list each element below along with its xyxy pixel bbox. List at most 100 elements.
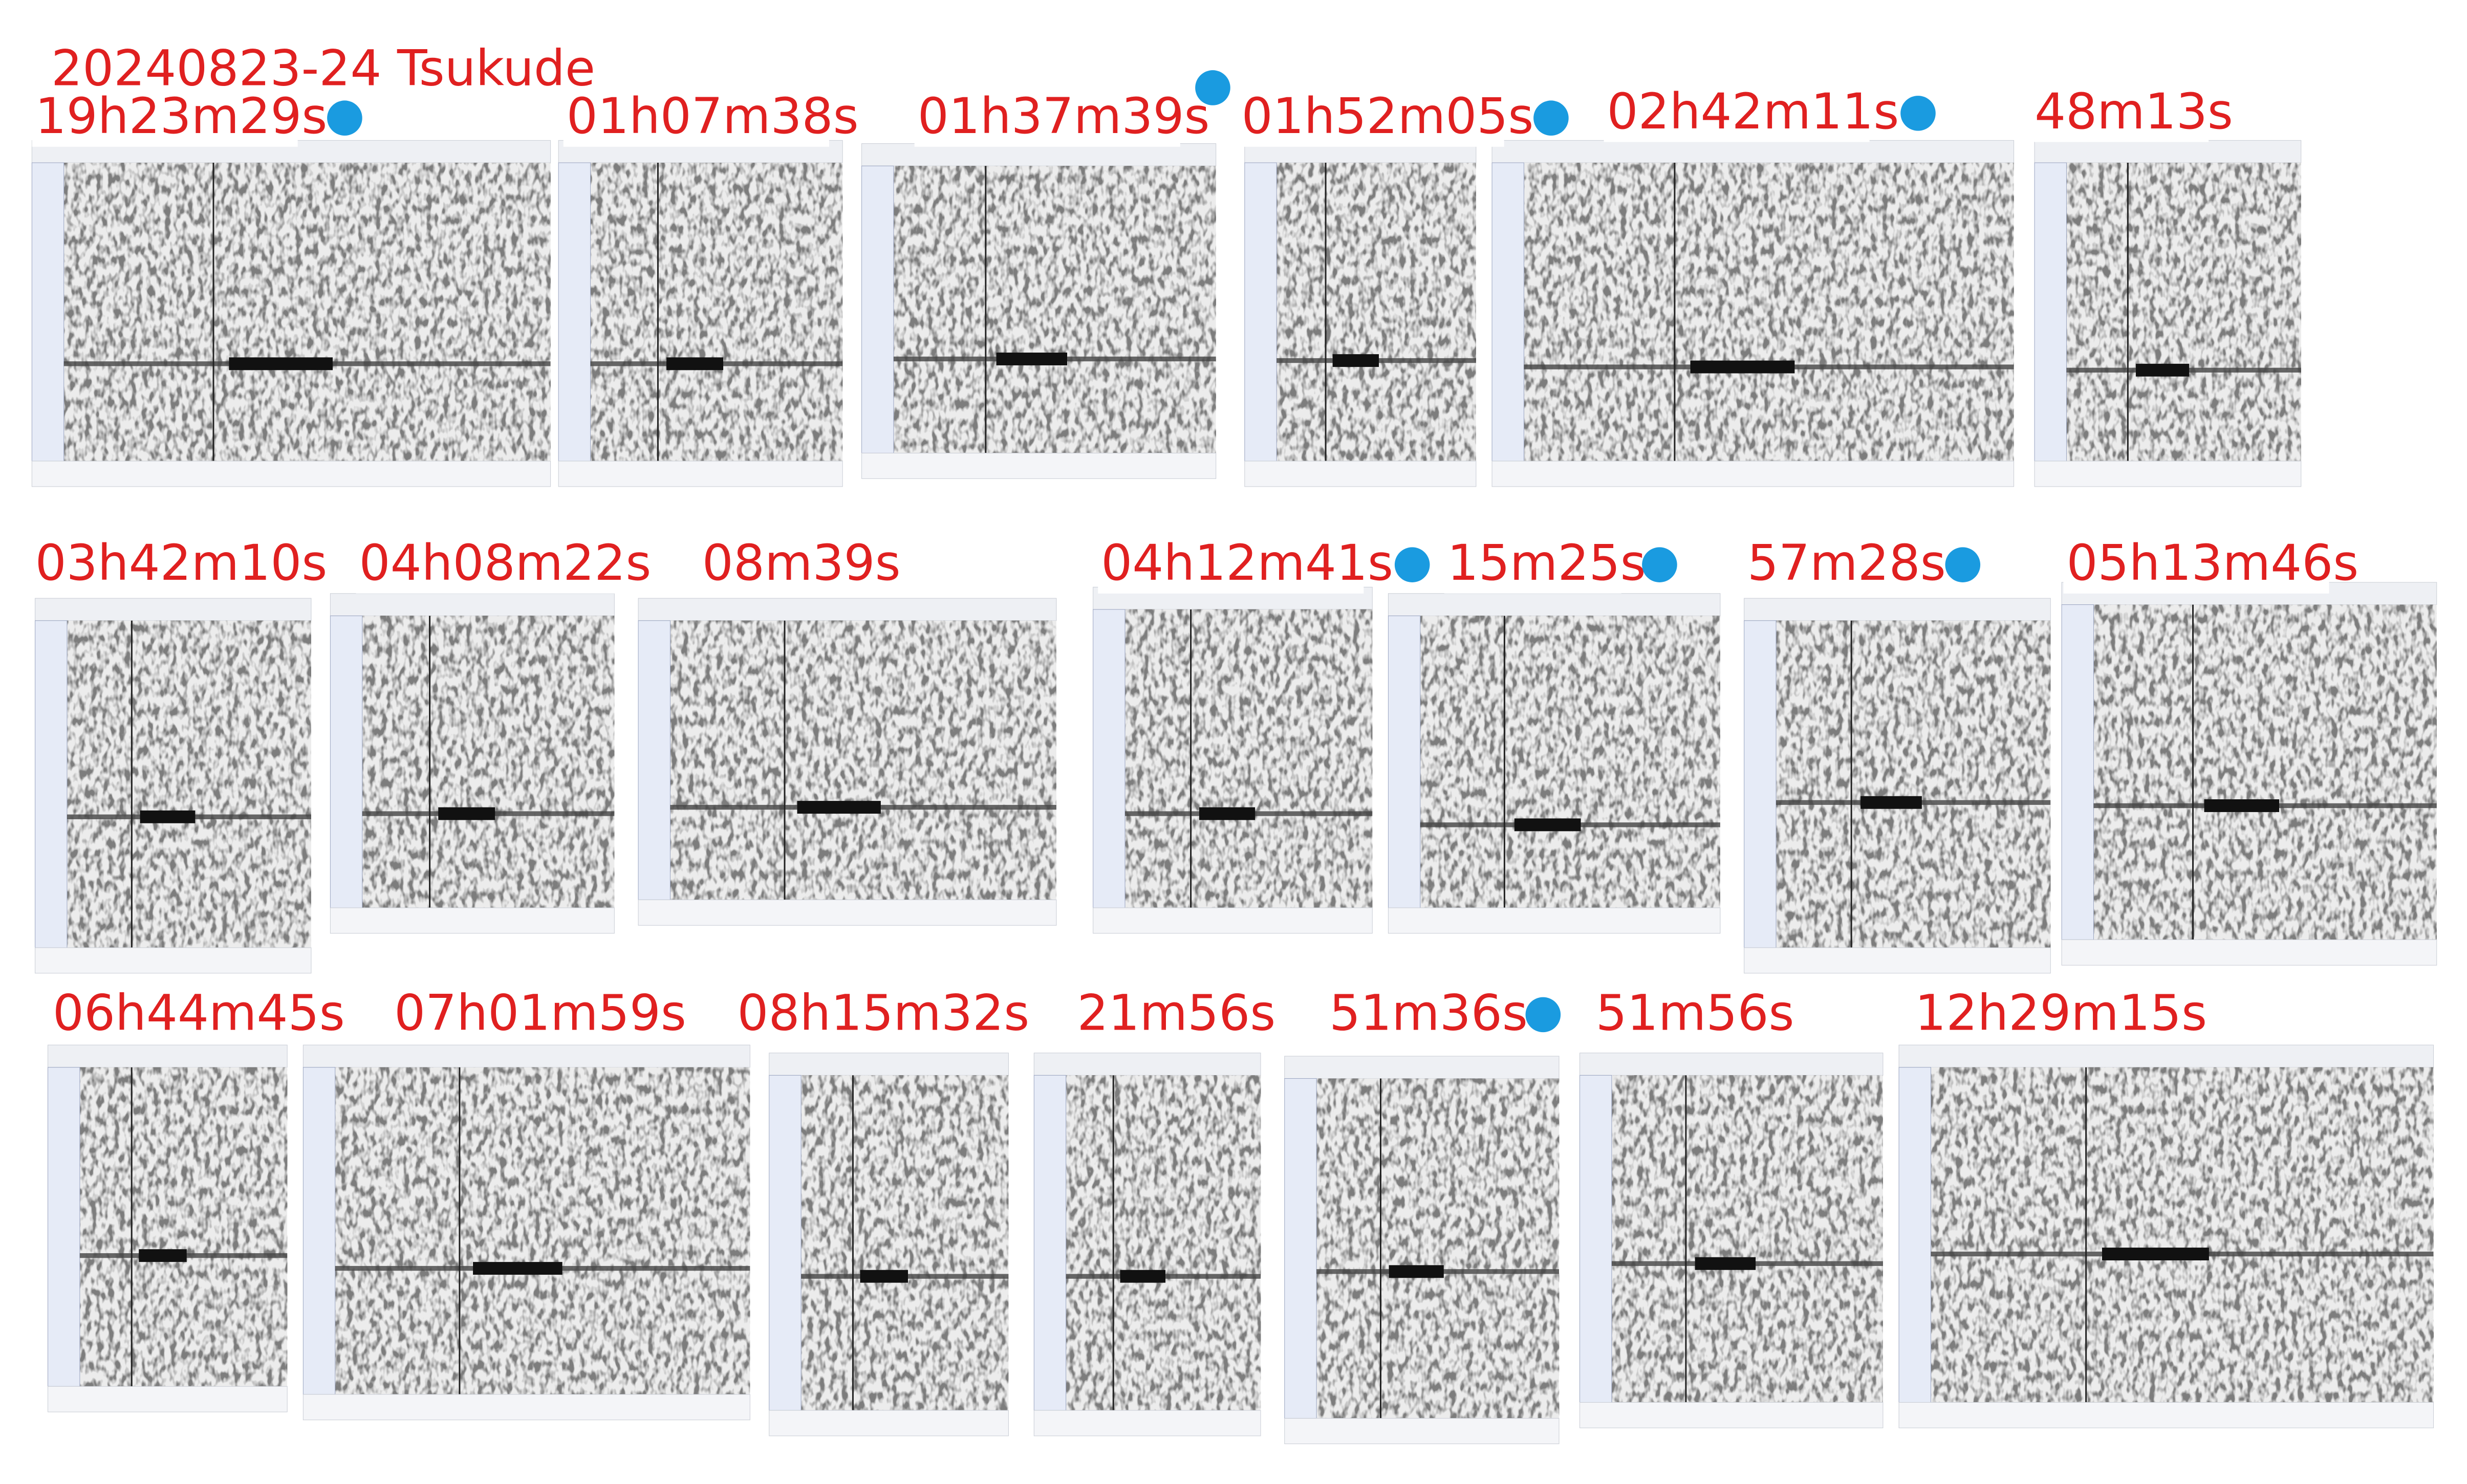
label-bg [1744, 539, 1921, 594]
spectrogram-window [1388, 593, 1721, 934]
status-bar [1388, 907, 1721, 934]
marker-dot [1525, 997, 1561, 1033]
call-blob [2135, 363, 2190, 377]
call-blob [1332, 354, 1379, 367]
time-label: 06h44m45s [53, 984, 345, 1041]
window-titlebar [302, 1044, 750, 1068]
status-bar [2034, 461, 2302, 487]
status-bar [769, 1410, 1009, 1436]
freq-axis [1244, 162, 1277, 462]
status-bar [35, 947, 312, 974]
freq-axis [2061, 604, 2094, 940]
time-label: 04h08m22s [359, 534, 651, 592]
freq-axis [330, 615, 363, 908]
spectrogram-window [330, 593, 615, 934]
spectrogram-window [1579, 1053, 1884, 1428]
window-titlebar [769, 1053, 1009, 1076]
call-blob [1695, 1257, 1756, 1270]
spectrogram-window [48, 1044, 288, 1412]
spectrogram-window [2034, 140, 2302, 487]
spectrogram-window [1491, 140, 2015, 487]
marker-dot [327, 100, 362, 136]
status-bar [1898, 1402, 2434, 1428]
label-bg [49, 989, 315, 1043]
spectrogram-window [1898, 1044, 2434, 1428]
spectrogram-window [638, 598, 1057, 926]
freq-axis [1491, 162, 1524, 462]
freq-axis [1033, 1075, 1067, 1411]
window-titlebar [1898, 1044, 2434, 1068]
label-bg [1238, 92, 1504, 147]
call-blob [797, 801, 881, 814]
call-blob [2102, 1248, 2209, 1261]
freq-axis [35, 620, 68, 948]
label-bg [391, 989, 657, 1043]
freq-axis [558, 162, 591, 462]
call-blob [1389, 1265, 1444, 1278]
status-bar [48, 1386, 288, 1412]
freq-axis [1579, 1075, 1612, 1403]
window-titlebar [1579, 1053, 1884, 1076]
label-bg [32, 539, 298, 594]
label-bg [356, 539, 622, 594]
time-label: 08m39s [702, 534, 901, 592]
label-bg [734, 989, 1000, 1043]
marker-dot [1945, 547, 1981, 582]
spectrogram [2035, 163, 2301, 462]
spectrogram [1579, 1075, 1883, 1403]
status-bar [31, 461, 551, 487]
marker-dot [1642, 547, 1677, 582]
call-blob [666, 357, 724, 370]
marker-dot [1394, 547, 1430, 582]
label-bg [699, 539, 876, 594]
call-blob [1199, 807, 1256, 820]
freq-axis [861, 165, 894, 453]
spectrogram-window [31, 140, 551, 487]
spectrogram [1034, 1075, 1261, 1411]
call-blob [996, 353, 1068, 365]
spectrogram [303, 1067, 750, 1394]
spectrogram [1093, 609, 1373, 908]
label-bg [563, 92, 829, 147]
freq-axis [769, 1075, 802, 1411]
label-bg [1604, 88, 1870, 142]
time-label: 07h01m59s [394, 984, 686, 1041]
spectrogram [638, 620, 1056, 900]
label-bg [1098, 539, 1364, 594]
status-bar [1744, 947, 2051, 974]
status-bar [1244, 461, 1477, 487]
time-label: 08h15m32s [737, 984, 1029, 1041]
spectrogram-window [1093, 586, 1373, 934]
spectrogram-window [2061, 582, 2437, 966]
marker-dot [1900, 96, 1936, 131]
spectrogram [1899, 1067, 2434, 1403]
spectrogram [35, 620, 311, 948]
spectrogram [1744, 620, 2051, 948]
time-label: 01h07m38s [567, 88, 859, 145]
window-titlebar [861, 143, 1217, 166]
time-label: 51m56s [1596, 984, 1794, 1041]
label-bg [2063, 539, 2329, 594]
freq-axis [2034, 162, 2067, 462]
window-titlebar [48, 1044, 288, 1068]
spectrogram [1492, 163, 2014, 462]
spectrogram [861, 166, 1216, 453]
freq-axis [302, 1067, 336, 1395]
freq-axis [1284, 1078, 1317, 1419]
call-blob [860, 1270, 908, 1283]
spectrogram [1284, 1078, 1560, 1418]
label-bg [32, 92, 298, 147]
time-label: 02h42m11s [1607, 83, 1899, 140]
window-titlebar [1491, 140, 2015, 163]
window-titlebar [1388, 593, 1721, 616]
label-bg [1074, 989, 1251, 1043]
time-label: 48m13s [2035, 83, 2233, 140]
status-bar [1284, 1418, 1560, 1445]
spectrogram [1388, 616, 1720, 908]
label-bg [1326, 989, 1504, 1043]
spectrogram-window [861, 143, 1217, 479]
spectrogram [2062, 604, 2437, 940]
spectrogram [558, 163, 843, 462]
status-bar [558, 461, 843, 487]
